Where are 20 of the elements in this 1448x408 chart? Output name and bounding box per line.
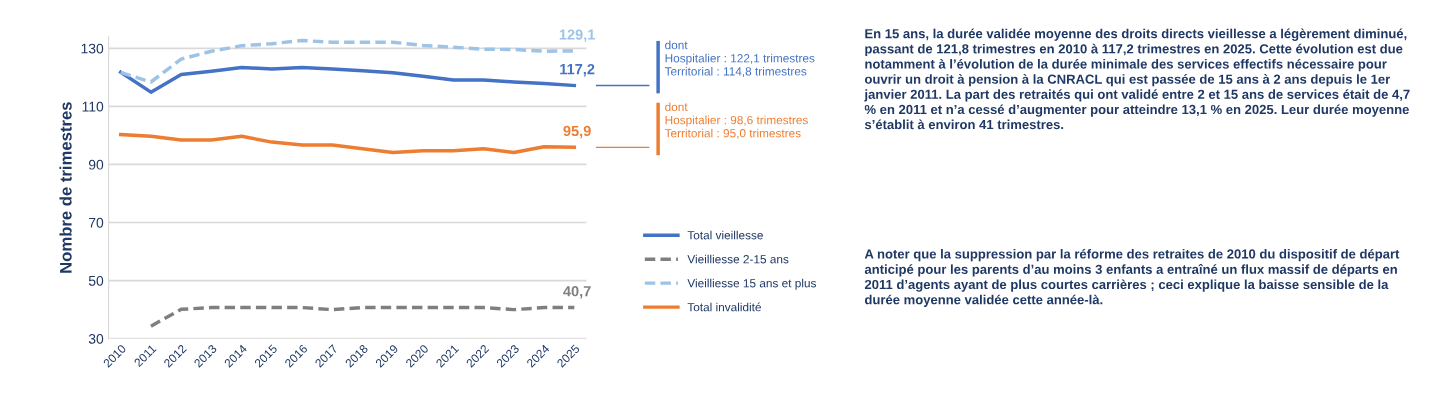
- text: A noter que la suppression par la réforme des retraites de 2010 du dispositif de départ anticipé pour les parents d’au moins 3 enfants a entraîné un flux massif de départs en 2011 d’agents ayant de plus courtes carrières ; ceci explique la baisse sensible de la durée moyenne validée cette année-là.: [864, 248, 1400, 307]
- y-tick-label: 70: [89, 217, 104, 228]
- legend-label: Total invalidité: [687, 302, 761, 312]
- annotation: 129,1: [559, 29, 595, 42]
- y-tick-label: 130: [81, 43, 104, 54]
- text: dont Hospitalier : 98,6 trimestres Territorial : 95,0 trimestres: [664, 102, 808, 139]
- legend-label: Vieilliesse 2-15 ans: [687, 254, 789, 264]
- annotation: 117,2: [560, 63, 595, 77]
- annotation: 40,7: [563, 286, 591, 299]
- text: dont Hospitalier : 122,1 trimestres Territorial : 114,8 trimestres: [664, 40, 815, 77]
- y-tick-label: 30: [88, 333, 104, 344]
- y-tick-label: 110: [82, 101, 104, 112]
- y-tick-label: 90: [88, 159, 104, 170]
- legend-label: Total vieillesse: [687, 230, 763, 240]
- annotation: 95,9: [563, 125, 591, 139]
- y-axis-title: Nombre de trimestres: [59, 102, 72, 273]
- y-tick-label: 50: [88, 275, 104, 286]
- line-series: [149, 305, 577, 328]
- legend-label: Vieilliesse 15 ans et plus: [687, 278, 816, 290]
- text: En 15 ans, la durée validée moyenne des droits directs vieillesse a légèrement diminué, passant de 121,8 trimestres en 2010 à 117,2 trimestres en 2025. Cette évolution est due notamment à l’évolution de la durée minimale des services effectifs nécessaire pour ouvrir un droit à pension à la CNRACL qui est passée de 15 ans à 2 ans depuis le 1er janvier 2011. La part des retraités qui ont validé entre 2 et 15 ans de services était de 4,7 % en 2011 et n’a cessé d’augmenter pour atteindre 13,1 % en 2025. Leur durée moyenne s’établit à environ 41 trimestres.: [864, 28, 1410, 130]
